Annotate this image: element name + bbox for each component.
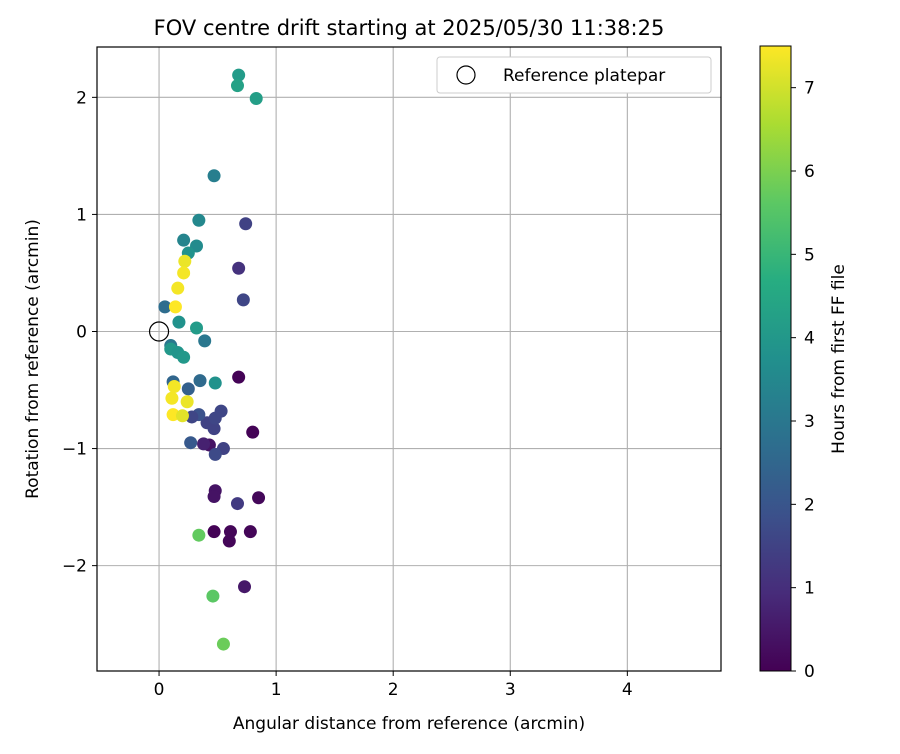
data-point: [208, 447, 222, 461]
y-tick-label: 1: [76, 205, 87, 225]
data-point: [207, 169, 221, 183]
chart-title: FOV centre drift starting at 2025/05/30 …: [154, 16, 665, 40]
data-point: [192, 528, 206, 542]
data-point: [190, 321, 204, 335]
data-point: [236, 293, 250, 307]
y-axis-ticks: −2 −1 0 1 2: [62, 88, 97, 577]
x-tick-label: 3: [505, 680, 516, 700]
colorbar-ticks: 0 1 2 3 4 5 6 7: [791, 79, 815, 682]
x-tick-label: 4: [622, 680, 633, 700]
x-axis-label: Angular distance from reference (arcmin): [233, 714, 585, 734]
data-points: [158, 68, 266, 651]
data-point: [177, 233, 191, 247]
data-point: [232, 261, 246, 275]
data-point: [168, 300, 182, 314]
data-point: [246, 425, 260, 439]
data-point: [239, 217, 253, 231]
colorbar-gradient: [759, 45, 792, 672]
legend-label-reference: Reference platepar: [503, 66, 665, 86]
colorbar-tick-label: 2: [804, 495, 815, 515]
data-point: [216, 637, 230, 651]
data-point: [214, 404, 228, 418]
data-point: [232, 370, 246, 384]
colorbar: 0 1 2 3 4 5 6 7 Hours from first FF file: [759, 45, 849, 682]
colorbar-tick-label: 3: [804, 412, 815, 432]
data-point: [177, 266, 191, 280]
y-tick-label: −1: [62, 440, 87, 460]
plot-frame: [96, 46, 722, 672]
colorbar-tick-label: 4: [804, 329, 815, 349]
reference-platepar-marker: [148, 321, 170, 342]
y-axis-label: Rotation from reference (arcmin): [23, 219, 43, 499]
data-point: [158, 300, 172, 314]
data-point: [230, 79, 244, 93]
data-point: [238, 580, 252, 594]
data-point: [207, 525, 221, 539]
x-axis-ticks: 0 1 2 3 4: [154, 671, 633, 700]
data-point: [198, 334, 212, 348]
data-point: [180, 395, 194, 409]
legend: Reference platepar: [436, 56, 712, 94]
colorbar-tick-label: 1: [804, 579, 815, 599]
colorbar-tick-label: 5: [804, 245, 815, 265]
data-point: [167, 380, 181, 394]
data-point: [207, 490, 221, 504]
x-tick-label: 2: [388, 680, 399, 700]
colorbar-label: Hours from first FF file: [829, 264, 849, 454]
data-point: [177, 350, 191, 364]
data-point: [243, 525, 257, 539]
data-point: [175, 409, 189, 423]
colorbar-tick-label: 6: [804, 162, 815, 182]
data-point: [172, 315, 186, 329]
data-point: [249, 92, 263, 106]
data-point: [193, 374, 207, 388]
colorbar-tick-label: 7: [804, 79, 815, 99]
data-point: [208, 376, 222, 390]
data-point: [232, 68, 246, 82]
y-tick-label: −2: [62, 557, 87, 577]
x-tick-label: 1: [271, 680, 282, 700]
data-point: [230, 497, 244, 511]
y-tick-label: 2: [76, 88, 87, 108]
data-point: [171, 281, 185, 295]
y-tick-label: 0: [76, 322, 87, 342]
reference-layer: [148, 321, 170, 342]
data-point: [192, 213, 206, 227]
legend-marker-reference: [456, 65, 476, 85]
colorbar-tick-label: 0: [804, 662, 815, 682]
data-point: [165, 391, 179, 405]
data-point: [178, 254, 192, 268]
legend-box: [436, 56, 712, 94]
data-point: [197, 437, 211, 451]
gridlines: [97, 47, 721, 671]
data-point: [184, 436, 198, 450]
data-point: [222, 534, 236, 548]
data-point: [252, 491, 266, 505]
data-point: [206, 589, 220, 603]
data-point: [181, 382, 195, 396]
x-tick-label: 0: [154, 680, 165, 700]
